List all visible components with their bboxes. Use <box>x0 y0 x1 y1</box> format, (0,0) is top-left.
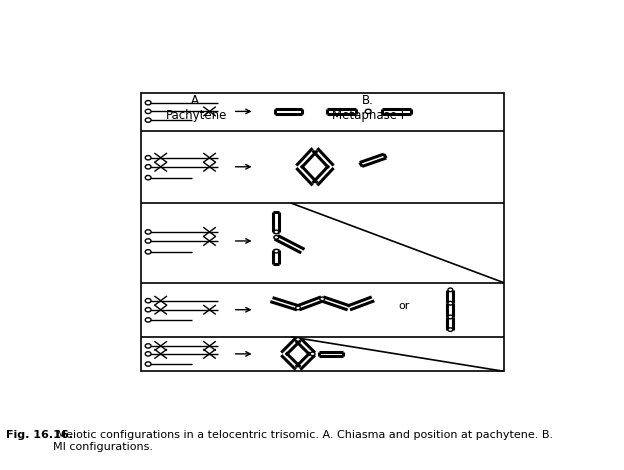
Circle shape <box>145 164 151 169</box>
Circle shape <box>448 328 453 331</box>
Text: Fig. 16.16.: Fig. 16.16. <box>6 430 73 440</box>
Circle shape <box>145 118 151 122</box>
Text: Meiotic configurations in a telocentric trisomic. A. Chiasma and position at pac: Meiotic configurations in a telocentric … <box>53 430 553 452</box>
Circle shape <box>145 250 151 254</box>
Circle shape <box>448 315 453 319</box>
Circle shape <box>145 239 151 243</box>
Circle shape <box>145 307 151 312</box>
Circle shape <box>365 109 371 114</box>
Circle shape <box>145 175 151 180</box>
Circle shape <box>274 230 279 234</box>
Circle shape <box>145 298 151 303</box>
Text: B.
Metaphase I: B. Metaphase I <box>332 94 404 122</box>
Circle shape <box>319 297 324 301</box>
Bar <box>141 93 504 371</box>
Circle shape <box>145 344 151 348</box>
Circle shape <box>145 352 151 356</box>
Circle shape <box>310 352 315 356</box>
Circle shape <box>145 230 151 234</box>
Circle shape <box>296 306 301 310</box>
Circle shape <box>274 235 279 239</box>
Circle shape <box>145 362 151 366</box>
Circle shape <box>296 337 301 341</box>
Circle shape <box>448 301 453 305</box>
Circle shape <box>274 249 279 253</box>
Circle shape <box>145 318 151 322</box>
Text: or: or <box>399 301 410 311</box>
Circle shape <box>145 101 151 105</box>
Text: A.
Pachytene: A. Pachytene <box>166 94 227 122</box>
Circle shape <box>145 156 151 160</box>
Circle shape <box>145 109 151 114</box>
Circle shape <box>448 288 453 291</box>
